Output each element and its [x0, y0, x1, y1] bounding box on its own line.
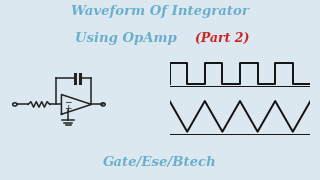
Text: Waveform Of Integrator: Waveform Of Integrator: [71, 5, 249, 18]
Text: +: +: [64, 104, 71, 113]
Text: (Part 2): (Part 2): [195, 32, 250, 45]
Text: Using OpAmp: Using OpAmp: [75, 32, 181, 45]
Text: Gate/Ese/Btech: Gate/Ese/Btech: [103, 156, 217, 169]
Text: −: −: [64, 97, 71, 106]
